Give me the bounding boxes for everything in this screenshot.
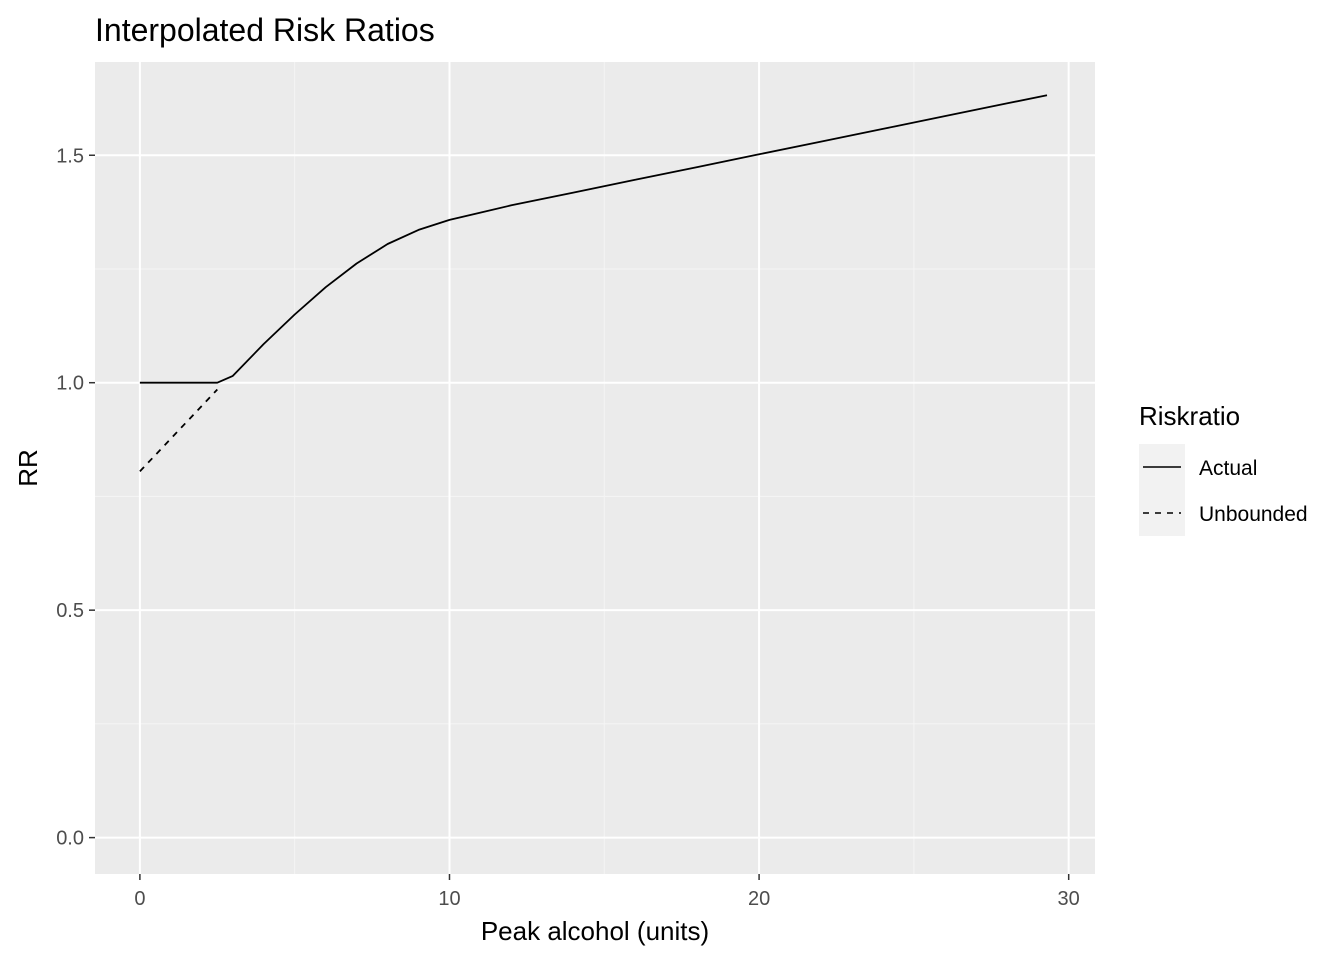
x-tick-label: 20 — [748, 888, 770, 910]
y-axis-title: RR — [13, 449, 43, 487]
legend: Riskratio Actual Unbounded — [1139, 401, 1308, 536]
x-tick-label: 0 — [134, 888, 145, 910]
grid-lines — [95, 62, 1095, 874]
x-tick-label: 10 — [438, 888, 460, 910]
x-axis-title: Peak alcohol (units) — [481, 916, 709, 946]
y-tick-label: 0.5 — [56, 600, 84, 622]
legend-label-actual: Actual — [1199, 457, 1257, 480]
x-tick-label: 30 — [1058, 888, 1080, 910]
series-line-actual — [139, 94, 1048, 384]
plot-panel — [95, 62, 1095, 874]
legend-title: Riskratio — [1139, 401, 1240, 431]
legend-label-unbounded: Unbounded — [1199, 503, 1308, 526]
y-tick-label: 0.0 — [56, 828, 84, 850]
x-axis-ticks: 0 10 20 30 — [134, 874, 1080, 910]
y-tick-label: 1.5 — [56, 145, 84, 167]
series-lines — [139, 94, 1048, 473]
y-tick-label: 1.0 — [56, 373, 84, 395]
y-axis-ticks: 0.0 0.5 1.0 1.5 — [56, 145, 95, 850]
chart-title: Interpolated Risk Ratios — [95, 12, 435, 48]
